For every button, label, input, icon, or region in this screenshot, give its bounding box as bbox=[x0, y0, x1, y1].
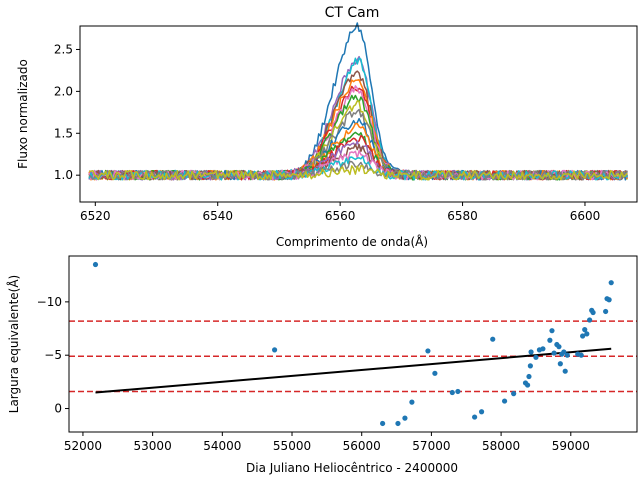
scatter-point bbox=[540, 346, 546, 352]
scatter-point bbox=[380, 420, 386, 427]
scatter-point bbox=[472, 414, 478, 420]
spectra-x-ticks: 6520 6540 6560 6580 6600 bbox=[80, 202, 600, 223]
scatter-point bbox=[271, 347, 278, 353]
trend-line-group bbox=[95, 347, 612, 394]
x-tick-label: 52000 bbox=[64, 439, 102, 453]
x-tick-label: 59000 bbox=[552, 439, 590, 453]
scatter-point bbox=[524, 382, 531, 388]
y-tick-label: 0 bbox=[54, 402, 62, 416]
x-tick-label: 54000 bbox=[203, 439, 241, 453]
x-tick-label: 6540 bbox=[202, 209, 233, 223]
scatter-point bbox=[432, 370, 438, 376]
scatter-point bbox=[551, 350, 557, 356]
y-tick-label: −10 bbox=[37, 295, 62, 309]
scatter-points-group bbox=[92, 261, 614, 427]
scatter-point bbox=[561, 349, 567, 355]
ew-y-axis-label: Largura equivalente(Å) bbox=[6, 275, 21, 413]
scatter-point bbox=[511, 391, 517, 397]
x-tick-label: 6560 bbox=[325, 209, 356, 223]
scatter-point bbox=[409, 399, 415, 405]
trend-line bbox=[95, 347, 612, 394]
x-tick-label: 6600 bbox=[570, 209, 601, 223]
y-tick-label: 2.5 bbox=[54, 42, 73, 56]
scatter-point bbox=[425, 348, 431, 354]
chart-title: CT Cam bbox=[325, 5, 380, 21]
scatter-point bbox=[584, 331, 590, 337]
scatter-point bbox=[478, 409, 485, 415]
scatter-point bbox=[580, 333, 586, 339]
scatter-point bbox=[527, 363, 533, 369]
scatter-point bbox=[549, 328, 555, 334]
spectra-y-axis-label: Fluxo normalizado bbox=[16, 59, 30, 169]
scatter-point bbox=[578, 352, 584, 358]
scatter-point bbox=[587, 317, 593, 323]
scatter-point bbox=[603, 308, 609, 315]
y-tick-label: 2.0 bbox=[54, 84, 73, 98]
x-tick-label: 53000 bbox=[134, 439, 172, 453]
y-tick-label: 1.5 bbox=[54, 126, 73, 140]
scatter-point bbox=[395, 420, 401, 427]
scatter-point bbox=[455, 388, 461, 395]
scatter-point bbox=[547, 337, 553, 343]
scatter-point bbox=[528, 349, 534, 355]
x-tick-label: 56000 bbox=[343, 439, 381, 453]
ew-y-ticks: 0 −5 −10 bbox=[37, 295, 69, 416]
x-tick-label: 57000 bbox=[412, 439, 450, 453]
spectra-x-axis-label: Comprimento de onda(Å) bbox=[276, 234, 428, 249]
scatter-point bbox=[501, 398, 508, 404]
x-tick-label: 55000 bbox=[273, 439, 311, 453]
spectra-panel: CT Cam 6520 6540 6560 6580 6600 1.0 1.5 2.0 2.5… bbox=[16, 5, 638, 249]
scatter-point bbox=[606, 297, 612, 303]
ew-x-ticks: 52000 53000 54000 55000 56000 57000 58000 59000 bbox=[64, 432, 590, 453]
scatter-point bbox=[556, 344, 562, 350]
scatter-point bbox=[590, 309, 596, 316]
ew-x-axis-label: Dia Juliano Heliocêntrico - 2400000 bbox=[246, 461, 458, 475]
x-tick-label: 6520 bbox=[80, 209, 111, 223]
scatter-point bbox=[533, 354, 539, 360]
y-tick-label: 1.0 bbox=[54, 168, 73, 182]
scatter-point bbox=[449, 389, 455, 396]
scatter-point bbox=[608, 280, 614, 286]
y-tick-label: −5 bbox=[44, 348, 62, 362]
spectra-series-group bbox=[88, 22, 628, 181]
scatter-point bbox=[526, 373, 532, 380]
spectrum-line bbox=[89, 164, 628, 181]
equivalent-width-panel: 52000 53000 54000 55000 56000 57000 58000 59000… bbox=[6, 255, 638, 475]
scatter-point bbox=[92, 261, 99, 268]
scatter-point bbox=[582, 327, 588, 333]
scatter-point bbox=[562, 368, 568, 374]
scatter-point bbox=[402, 415, 408, 421]
ew-plot-frame bbox=[68, 255, 638, 433]
spectra-y-ticks: 1.0 1.5 2.0 2.5 bbox=[54, 42, 80, 182]
reference-lines-group bbox=[69, 320, 637, 393]
spectra-plot-frame bbox=[79, 25, 638, 203]
scatter-point bbox=[557, 361, 563, 367]
scatter-point bbox=[564, 352, 570, 358]
scatter-point bbox=[490, 336, 496, 342]
x-tick-label: 58000 bbox=[482, 439, 520, 453]
x-tick-label: 6580 bbox=[447, 209, 478, 223]
